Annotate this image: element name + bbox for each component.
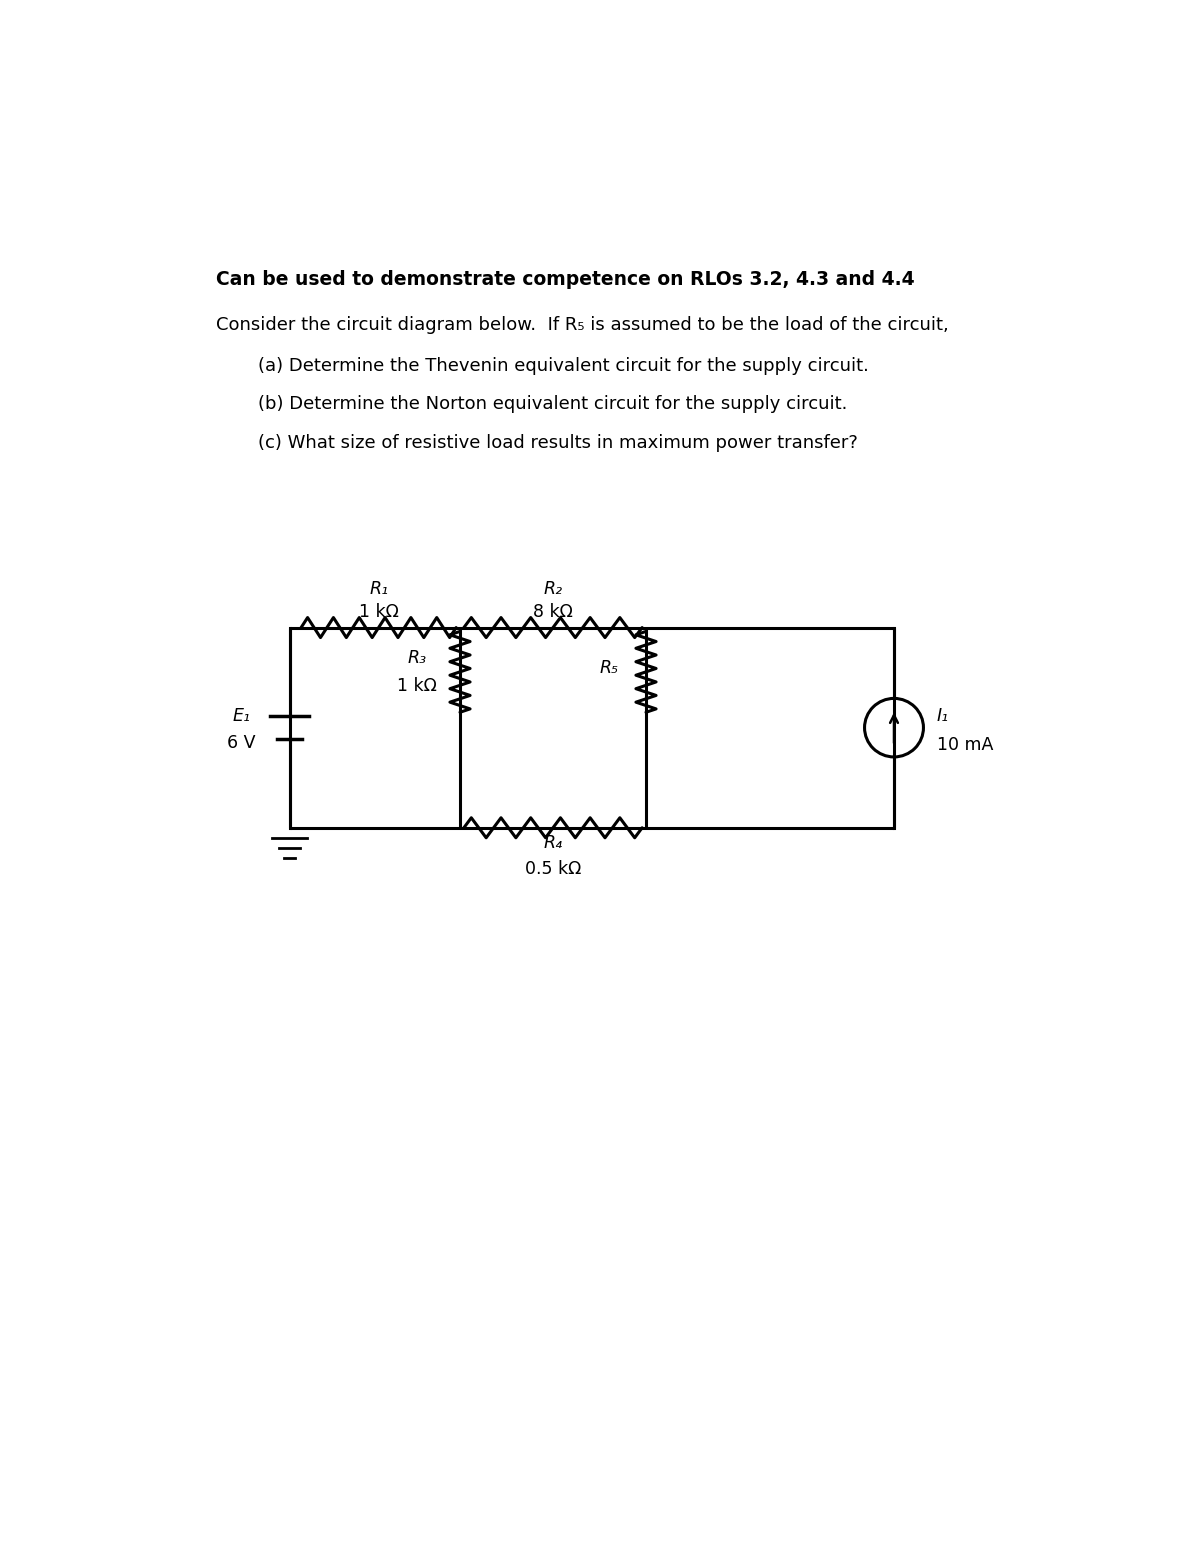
Text: (a) Determine the Thevenin equivalent circuit for the supply circuit.: (a) Determine the Thevenin equivalent ci… xyxy=(258,357,869,374)
Text: Consider the circuit diagram below.  If R₅ is assumed to be the load of the circ: Consider the circuit diagram below. If R… xyxy=(216,315,949,334)
Text: I₁: I₁ xyxy=(937,707,949,725)
Text: E₁: E₁ xyxy=(233,707,251,725)
Text: R₂: R₂ xyxy=(544,581,563,598)
Text: Can be used to demonstrate competence on RLOs 3.2, 4.3 and 4.4: Can be used to demonstrate competence on… xyxy=(216,270,914,289)
Text: 1 kΩ: 1 kΩ xyxy=(397,677,437,694)
Text: R₁: R₁ xyxy=(370,581,388,598)
Text: 6 V: 6 V xyxy=(227,735,256,752)
Text: 1 kΩ: 1 kΩ xyxy=(359,604,398,621)
Text: R₄: R₄ xyxy=(544,834,563,853)
Text: R₅: R₅ xyxy=(599,658,618,677)
Text: (c) What size of resistive load results in maximum power transfer?: (c) What size of resistive load results … xyxy=(258,433,858,452)
Text: R₃: R₃ xyxy=(408,649,427,666)
Text: (b) Determine the Norton equivalent circuit for the supply circuit.: (b) Determine the Norton equivalent circ… xyxy=(258,394,848,413)
Text: 8 kΩ: 8 kΩ xyxy=(533,604,572,621)
Text: 0.5 kΩ: 0.5 kΩ xyxy=(524,860,581,877)
Text: 10 mA: 10 mA xyxy=(937,736,994,753)
